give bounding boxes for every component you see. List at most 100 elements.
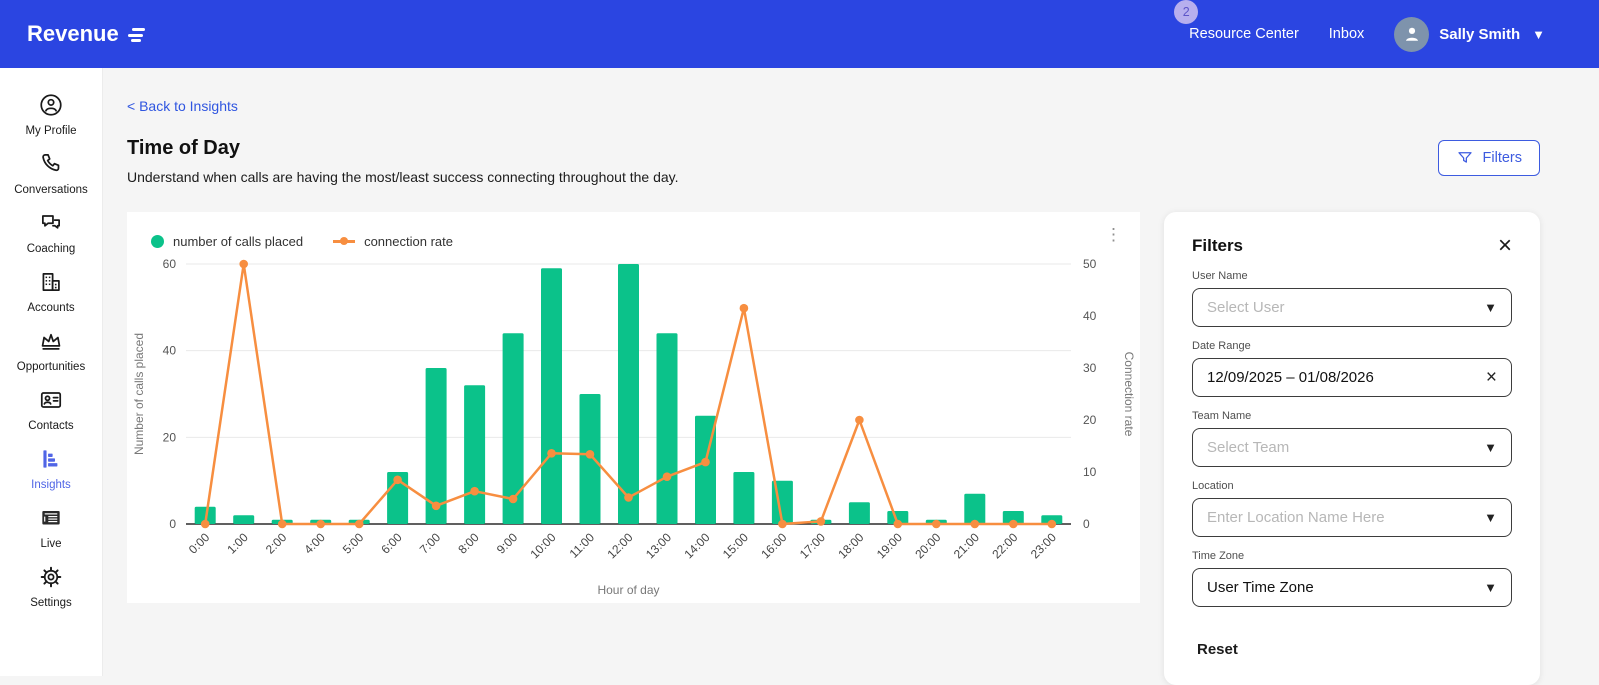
svg-text:14:00: 14:00	[681, 530, 712, 561]
svg-text:17:00: 17:00	[797, 530, 828, 561]
newspaper-icon	[42, 510, 60, 525]
notification-badge: 2	[1174, 0, 1199, 24]
user-name: Sally Smith	[1439, 25, 1521, 43]
filter-field-user-name: User Name Select User ▼	[1192, 270, 1512, 327]
back-to-insights-link[interactable]: < Back to Insights	[127, 98, 238, 114]
buildings-icon	[42, 273, 60, 291]
profile-icon	[40, 94, 62, 116]
svg-text:13:00: 13:00	[643, 530, 674, 561]
svg-text:11:00: 11:00	[567, 530, 598, 561]
logo-text: Revenue	[27, 21, 119, 46]
date-range-input[interactable]: 12/09/2025 – 01/08/2026 ×	[1192, 358, 1512, 397]
chevron-down-icon: ▼	[1484, 510, 1497, 525]
sidebar-item-conversations[interactable]: Conversations	[0, 151, 102, 196]
chevron-down-icon: ▼	[1484, 300, 1497, 315]
user-menu[interactable]: Sally Smith ▼	[1394, 16, 1545, 52]
svg-text:20: 20	[1083, 413, 1097, 427]
svg-text:0:00: 0:00	[186, 530, 213, 557]
svg-text:20: 20	[163, 430, 177, 444]
team-name-select[interactable]: Select Team ▼	[1192, 428, 1512, 467]
chevron-down-icon: ▼	[1484, 580, 1497, 595]
top-nav: Revenue 2 Resource Center Inbox Sally Sm…	[0, 0, 1599, 68]
svg-text:0: 0	[1083, 517, 1090, 531]
svg-text:50: 50	[1083, 257, 1097, 271]
sidebar-item-settings[interactable]: Settings	[0, 564, 102, 609]
location-select[interactable]: Enter Location Name Here ▼	[1192, 498, 1512, 537]
logo-mark-icon	[126, 28, 145, 42]
sidebar-item-live[interactable]: Live	[0, 505, 102, 550]
svg-text:7:00: 7:00	[417, 530, 444, 557]
sidebar-item-coaching[interactable]: Coaching	[0, 210, 102, 255]
filters-panel-title: Filters	[1192, 236, 1244, 255]
crown-icon	[41, 333, 61, 350]
svg-text:10: 10	[1083, 465, 1097, 479]
svg-text:Connection rate: Connection rate	[1122, 352, 1136, 437]
sidebar-item-opportunities[interactable]: Opportunities	[0, 328, 102, 373]
svg-text:Number of calls placed: Number of calls placed	[132, 333, 146, 455]
svg-text:2:00: 2:00	[263, 530, 290, 557]
chat-bubbles-icon	[42, 215, 60, 229]
svg-text:60: 60	[163, 257, 177, 271]
person-icon	[1405, 27, 1418, 41]
svg-text:30: 30	[1083, 361, 1097, 375]
sidebar-item-accounts[interactable]: Accounts	[0, 269, 102, 314]
resource-center-link[interactable]: 2 Resource Center	[1174, 0, 1299, 42]
svg-text:19:00: 19:00	[874, 530, 905, 561]
chart-menu-kebab-icon[interactable]: ⋮	[1105, 225, 1122, 244]
filters-button[interactable]: Filters	[1437, 140, 1540, 176]
inbox-link[interactable]: Inbox	[1328, 26, 1365, 42]
svg-text:22:00: 22:00	[989, 530, 1020, 561]
svg-text:0: 0	[169, 517, 176, 531]
avatar	[1394, 16, 1430, 52]
svg-text:10:00: 10:00	[527, 530, 558, 561]
revenue-logo[interactable]: Revenue	[27, 21, 145, 47]
filter-field-team-name: Team Name Select Team ▼	[1192, 410, 1512, 467]
svg-text:18:00: 18:00	[835, 530, 866, 561]
bar-chart-icon	[43, 450, 58, 468]
svg-text:Hour of day: Hour of day	[597, 583, 659, 597]
legend-calls-placed: number of calls placed	[151, 234, 303, 249]
filter-field-time-zone: Time Zone User Time Zone ▼	[1192, 550, 1512, 607]
time-of-day-chart-card: number of calls placed connection rate ⋮…	[127, 212, 1140, 603]
filters-panel: Filters × User Name Select User ▼ Date R…	[1164, 212, 1540, 685]
sidebar-item-contacts[interactable]: Contacts	[0, 387, 102, 432]
filter-field-date-range: Date Range 12/09/2025 – 01/08/2026 ×	[1192, 340, 1512, 397]
svg-text:40: 40	[1083, 309, 1097, 323]
orange-line-swatch	[333, 237, 356, 245]
svg-text:6:00: 6:00	[378, 530, 405, 557]
svg-text:40: 40	[163, 344, 177, 358]
sidebar-item-my-profile[interactable]: My Profile	[0, 92, 102, 137]
time-of-day-chart: 0 20 40 60 0 10 20 30 40 50 0:00 1:00 2:00 4:00 5:00 6:…	[132, 257, 1136, 597]
chart-legend: number of calls placed connection rate	[151, 228, 1140, 254]
svg-text:9:00: 9:00	[494, 530, 521, 557]
reset-button[interactable]: Reset	[1197, 641, 1238, 658]
chevron-down-icon: ▼	[1532, 26, 1545, 42]
sidebar-item-insights[interactable]: Insights	[0, 446, 102, 491]
funnel-icon	[1457, 152, 1472, 163]
green-dot-swatch	[151, 234, 164, 248]
svg-text:12:00: 12:00	[604, 530, 635, 561]
phone-icon	[42, 154, 60, 172]
filter-field-location: Location Enter Location Name Here ▼	[1192, 480, 1512, 537]
user-name-select[interactable]: Select User ▼	[1192, 288, 1512, 327]
id-card-icon	[40, 392, 62, 408]
svg-text:4:00: 4:00	[301, 530, 328, 557]
svg-text:8:00: 8:00	[455, 530, 482, 557]
svg-text:16:00: 16:00	[758, 530, 789, 561]
svg-text:15:00: 15:00	[720, 530, 751, 561]
sidebar: My Profile Conversations Coaching	[0, 68, 103, 676]
page-subtitle: Understand when calls are having the mos…	[127, 169, 679, 185]
svg-text:20:00: 20:00	[912, 530, 943, 561]
time-zone-select[interactable]: User Time Zone ▼	[1192, 568, 1512, 607]
svg-text:5:00: 5:00	[340, 530, 367, 557]
main-content: < Back to Insights Time of Day Understan…	[103, 68, 1599, 685]
close-icon[interactable]: ×	[1497, 232, 1512, 259]
svg-text:23:00: 23:00	[1028, 530, 1059, 561]
gear-icon	[40, 566, 62, 588]
svg-text:21:00: 21:00	[951, 530, 982, 561]
legend-connection-rate: connection rate	[333, 234, 453, 249]
page-title: Time of Day	[127, 137, 240, 159]
chevron-down-icon: ▼	[1484, 440, 1497, 455]
clear-date-icon[interactable]: ×	[1485, 367, 1497, 388]
svg-text:1:00: 1:00	[224, 530, 251, 557]
